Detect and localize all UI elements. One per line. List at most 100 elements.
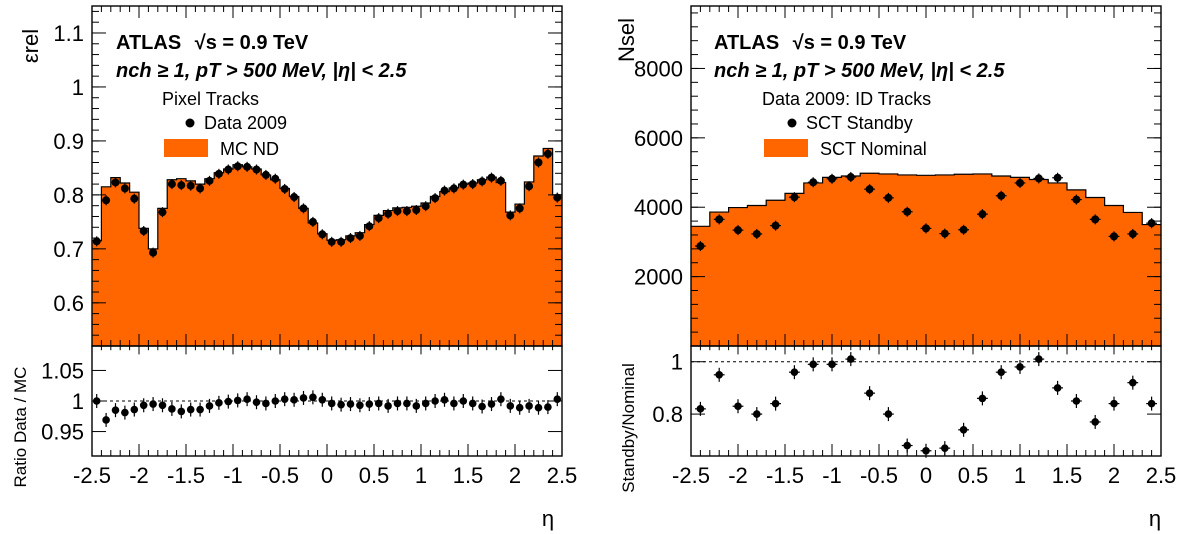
- data-point: [525, 182, 534, 191]
- mc-bar: [148, 248, 159, 346]
- ratio-point: [346, 400, 355, 408]
- ratio-point: [290, 395, 298, 404]
- legend-data-marker: [185, 118, 195, 128]
- mc-bar: [935, 174, 955, 346]
- data-point: [734, 226, 742, 235]
- legend-mc-label: MC ND: [220, 139, 279, 159]
- mc-bar: [270, 179, 281, 346]
- y-tick-label: 0.7: [53, 237, 84, 262]
- ratio-point: [790, 368, 799, 376]
- x-tick-label: 2: [509, 463, 521, 488]
- ratio-point: [224, 397, 233, 406]
- ratio-point: [280, 395, 289, 403]
- ratio-point: [715, 371, 723, 379]
- data-point: [1016, 178, 1024, 187]
- mc-bar: [195, 184, 206, 346]
- mc-bar: [92, 240, 102, 346]
- mc-bar: [336, 239, 347, 346]
- ratio-point: [450, 399, 458, 408]
- x-tick-label: -1.5: [766, 463, 804, 488]
- mc-bar: [129, 192, 140, 346]
- y-tick-label: 4000: [634, 195, 683, 220]
- x-tick-label: -2: [728, 463, 748, 488]
- data-point: [1147, 219, 1156, 228]
- ratio-point: [809, 360, 817, 369]
- mc-outline: [691, 172, 1161, 227]
- data-point: [506, 211, 515, 220]
- data-point: [440, 186, 449, 195]
- data-point: [431, 194, 440, 203]
- legend-data-label: Data 2009: [204, 113, 287, 133]
- x-tick-label: -1: [223, 463, 243, 488]
- x-tick-label: 1: [1014, 463, 1026, 488]
- mc-bar: [157, 208, 168, 346]
- data-point: [393, 207, 402, 216]
- ratio-point: [497, 395, 505, 403]
- ratio-point: [847, 355, 855, 363]
- data-point: [290, 193, 299, 202]
- x-tick-label: 1: [415, 463, 427, 488]
- data-point: [355, 231, 364, 240]
- y-tick-label: 8000: [634, 56, 683, 81]
- data-point: [205, 176, 214, 185]
- left-ratio-plot: [92, 390, 562, 427]
- mc-bar: [486, 177, 497, 346]
- ratio-point: [865, 389, 874, 397]
- data-point: [177, 181, 186, 190]
- ratio-point: [1053, 384, 1062, 392]
- data-point: [346, 234, 355, 243]
- x-tick-label: 1.5: [1052, 463, 1083, 488]
- mc-bar: [1010, 177, 1030, 346]
- data-point: [421, 202, 430, 211]
- ratio-y-tick-label: 1.05: [41, 358, 84, 383]
- ratio-point: [168, 405, 176, 413]
- mc-bar: [879, 173, 899, 346]
- data-point: [233, 162, 242, 171]
- ratio-point: [327, 399, 336, 408]
- left-legend: Pixel Tracks Data 2009 MC ND: [162, 89, 287, 159]
- mc-bar: [289, 196, 300, 346]
- x-tick-label: -2.5: [73, 463, 111, 488]
- mc-bar: [766, 200, 786, 346]
- data-point: [102, 196, 111, 205]
- mc-bar: [223, 168, 234, 346]
- data-point: [139, 227, 148, 236]
- x-tick-label: -1: [822, 463, 842, 488]
- data-point: [243, 162, 252, 171]
- legend-mc-label: SCT Nominal: [820, 139, 927, 159]
- mc-bar: [421, 202, 431, 346]
- mc-bar: [242, 166, 253, 346]
- left-ratio-frame: [91, 345, 563, 457]
- x-tick-label: -2: [129, 463, 149, 488]
- ratio-point: [525, 402, 533, 410]
- ratio-point: [384, 402, 392, 410]
- data-point: [92, 237, 101, 246]
- svg-text:ATLAS √s = 0.9 TeV: ATLAS √s = 0.9 TeV: [116, 32, 309, 54]
- mc-bar: [364, 224, 375, 346]
- mc-bar: [204, 178, 215, 346]
- mc-bar: [327, 240, 337, 346]
- mc-bar: [785, 193, 805, 346]
- ratio-point: [318, 395, 327, 404]
- ratio-point: [884, 410, 893, 418]
- data-point: [374, 214, 383, 223]
- mc-bar: [280, 188, 290, 346]
- data-point: [365, 222, 374, 231]
- mc-bar: [214, 172, 225, 346]
- ratio-point: [243, 395, 251, 403]
- data-point: [167, 180, 176, 189]
- ratio-point: [828, 360, 836, 369]
- mc-bar: [345, 235, 356, 346]
- mc-bar: [860, 173, 880, 346]
- mc-bar: [261, 174, 272, 346]
- legend-data-label: SCT Standby: [806, 113, 913, 133]
- data-point: [543, 149, 552, 158]
- data-point: [478, 177, 487, 186]
- ratio-point: [468, 399, 477, 408]
- left-atlas-label: ATLAS √s = 0.9 TeV nch ≥ 1, pT > 500 MeV…: [116, 32, 407, 82]
- right-atlas-label: ATLAS √s = 0.9 TeV nch ≥ 1, pT > 500 MeV…: [714, 32, 1005, 82]
- data-point: [337, 237, 346, 246]
- data-point: [940, 229, 949, 238]
- mc-bar: [515, 204, 525, 346]
- mc-bar: [1085, 197, 1106, 346]
